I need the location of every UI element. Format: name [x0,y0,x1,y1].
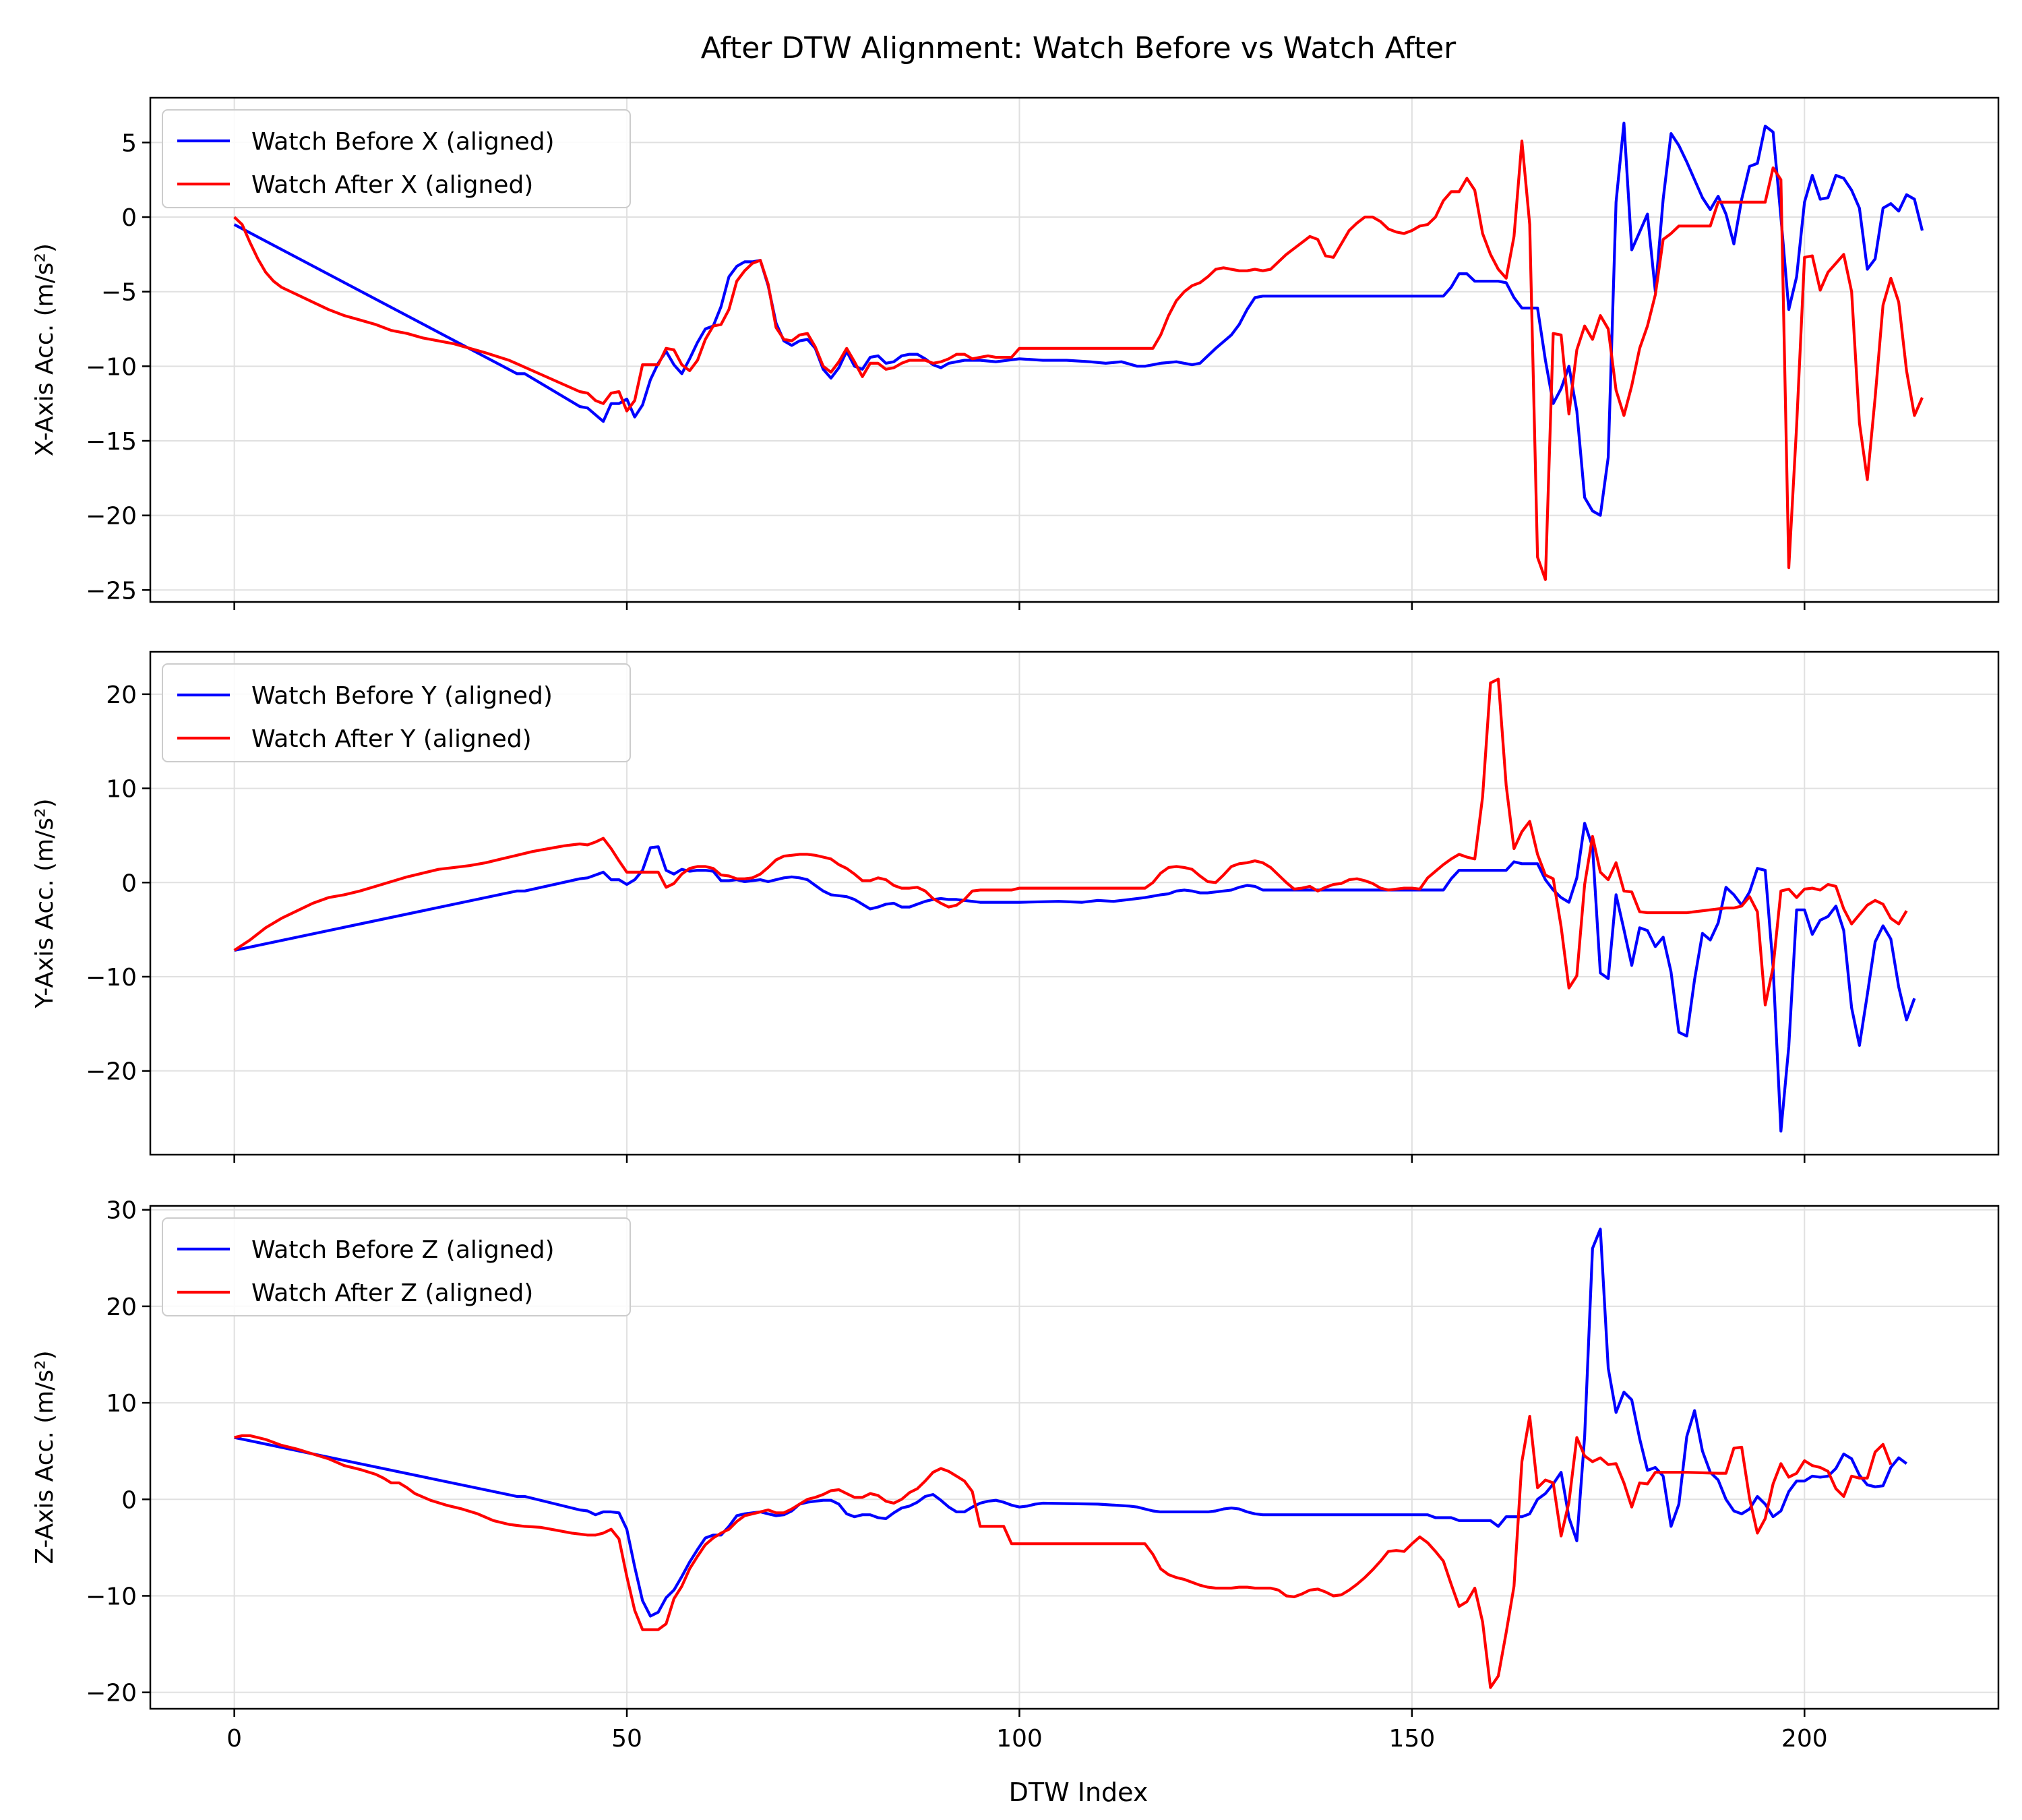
series-line [234,1227,1907,1618]
subplot-2: 20 10 0 −10 −20 Y-Axis Acc. (m/s²) Watch Befor… [31,650,2000,1163]
y-tick-label: 10 [106,776,137,803]
legend-label: Watch After Y (aligned) [251,725,532,753]
legend-label: Watch Before Z (aligned) [251,1236,555,1264]
y-tick-label: 5 [121,129,137,157]
axes-frame [149,96,2000,603]
legend-box [162,663,631,762]
y-tick-label: −20 [86,503,137,530]
y-tick-label: 0 [121,1486,137,1514]
legend: Watch Before Z (aligned) Watch After Z (a… [162,1217,631,1316]
legend: Watch Before Y (aligned) Watch After Y (a… [162,663,631,762]
y-tick-label: −10 [86,964,137,992]
series-line [234,1415,1893,1689]
y-tick-label: −10 [86,1583,137,1610]
y-tick-label: −15 [86,428,137,456]
y-tick-label: 30 [106,1197,137,1225]
series-line [234,822,1916,1133]
legend-label: Watch After X (aligned) [251,171,533,199]
y-tick-label: 0 [121,870,137,897]
series-line [233,677,1908,1006]
y-axis-label: Z-Axis Acc. (m/s²) [31,1350,59,1564]
x-axis-label: DTW Index [1009,1778,1148,1807]
series-line [233,121,1924,517]
y-tick-label: −20 [86,1680,137,1707]
legend-label: Watch Before X (aligned) [251,128,555,156]
y-axis-label: X-Axis Acc. (m/s²) [31,243,59,456]
axes-frame [149,1205,2000,1710]
legend-label: Watch Before Y (aligned) [251,682,553,710]
axes-frame [149,650,2000,1156]
y-tick-label: 20 [106,681,137,709]
legend-box [162,1217,631,1316]
y-axis-label: Y-Axis Acc. (m/s²) [31,799,59,1009]
x-tick-label: 150 [1389,1725,1436,1753]
y-tick-label: −5 [101,279,137,307]
figure-title: After DTW Alignment: Watch Before vs Wat… [701,31,1457,65]
y-tick-label: −25 [86,577,137,605]
y-tick-label: 20 [106,1294,137,1321]
legend-box [162,109,631,208]
x-tick-label: 0 [226,1725,242,1753]
subplots: 50−5−10−15−20−25X-Axis Acc. (m/s²)Watch … [31,96,2000,1753]
x-tick-label: 100 [996,1725,1043,1753]
y-tick-label: −10 [86,353,137,381]
y-tick-label: 0 [121,204,137,232]
y-tick-label: −20 [86,1058,137,1086]
x-tick-label: 200 [1781,1725,1828,1753]
subplot-1: 5 0 −5 −10 −15 −20 −25 X-Axis Acc. (m/s²) Watch … [31,96,2000,610]
legend: Watch Before X (aligned) Watch After X (a… [162,109,631,208]
x-tick-label: 50 [611,1725,642,1753]
legend-label: Watch After Z (aligned) [251,1279,533,1307]
series-line [233,140,1924,581]
y-tick-label: 10 [106,1390,137,1418]
